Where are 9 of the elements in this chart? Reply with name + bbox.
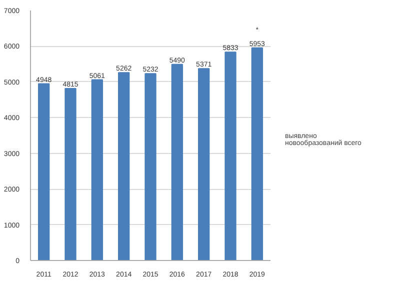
bar: [38, 83, 50, 260]
bar: [118, 72, 130, 260]
bar: [144, 73, 156, 260]
bar: [91, 79, 103, 260]
bar: [64, 88, 76, 260]
bar: [198, 68, 210, 260]
bar: [224, 52, 236, 260]
bar: [171, 64, 183, 260]
bar: [251, 47, 263, 260]
